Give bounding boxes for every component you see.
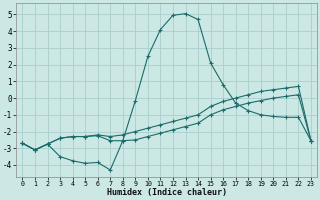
X-axis label: Humidex (Indice chaleur): Humidex (Indice chaleur) bbox=[107, 188, 227, 197]
